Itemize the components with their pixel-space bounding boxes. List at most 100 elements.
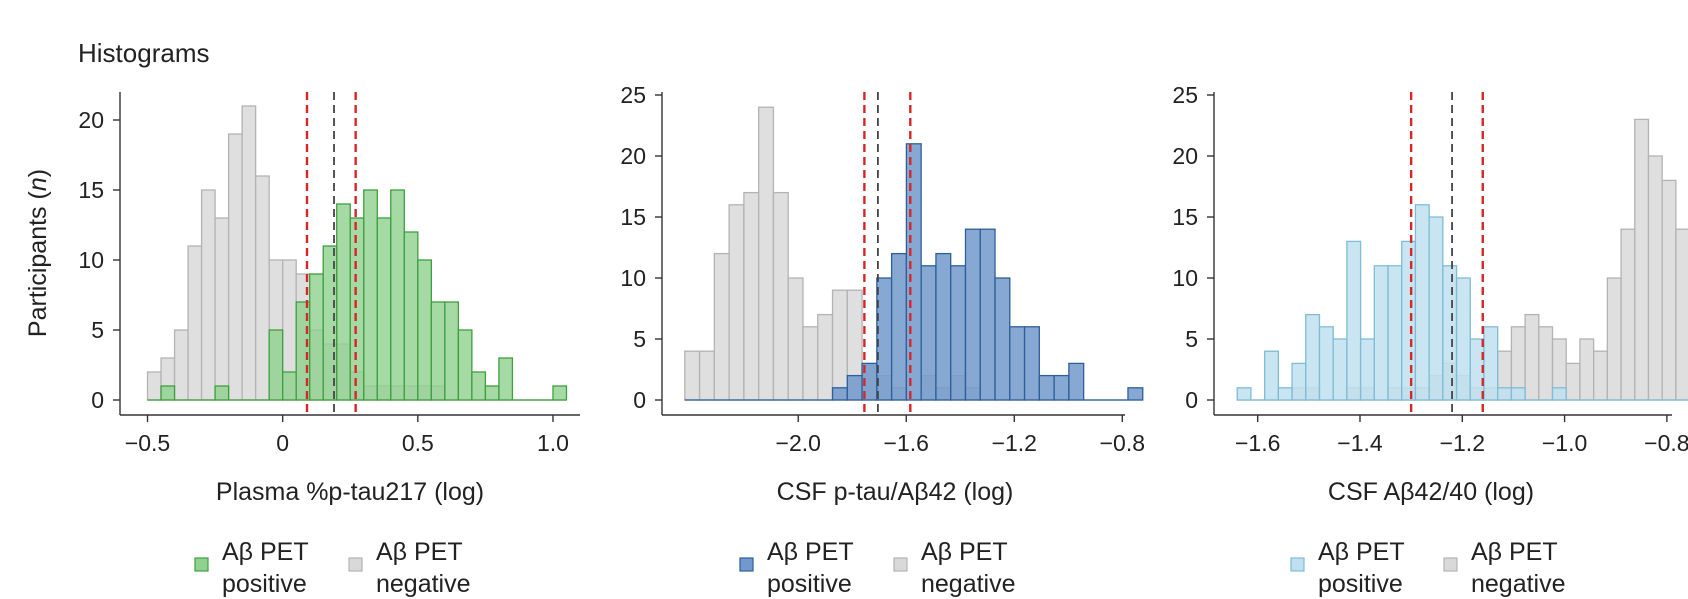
histogram-bar bbox=[282, 371, 297, 401]
legend-swatch-positive bbox=[194, 557, 209, 572]
histogram-bar bbox=[363, 189, 378, 401]
legend-label-negative-line1: Aβ PET bbox=[376, 538, 463, 566]
histogram-bar bbox=[1606, 277, 1622, 401]
histogram-bar bbox=[1510, 387, 1526, 401]
histogram-bar bbox=[254, 175, 270, 401]
series-positive bbox=[684, 143, 1144, 401]
histogram-bar bbox=[376, 217, 392, 401]
histogram-bar bbox=[227, 133, 243, 401]
histogram-bar bbox=[187, 245, 203, 401]
y-axis-label-suffix: ) bbox=[24, 169, 52, 177]
histogram-bar bbox=[698, 350, 715, 401]
y-tick-label: 5 bbox=[1185, 326, 1198, 352]
histogram-bar bbox=[728, 204, 745, 401]
histogram-bar bbox=[1291, 362, 1307, 401]
histogram-bar bbox=[979, 228, 996, 401]
x-tick-label: 0.5 bbox=[402, 430, 434, 456]
histogram-bar bbox=[1127, 387, 1144, 401]
histogram-bar bbox=[1264, 350, 1280, 401]
histogram-bar bbox=[322, 245, 338, 401]
y-tick-label: 5 bbox=[633, 326, 646, 352]
x-tick-label: −1.6 bbox=[884, 430, 929, 456]
bars bbox=[684, 106, 1144, 401]
legend-swatch-negative bbox=[348, 557, 363, 572]
histogram-bar bbox=[417, 259, 432, 401]
histogram-bar bbox=[1442, 265, 1458, 401]
histogram-bar bbox=[787, 277, 804, 401]
histogram-bar bbox=[403, 231, 419, 401]
histogram-bar bbox=[743, 191, 760, 401]
histogram-bar bbox=[430, 301, 446, 401]
legend: Aβ PET positive Aβ PET negative bbox=[194, 538, 471, 598]
histogram-bar bbox=[1497, 387, 1513, 401]
legend-label-negative-line1: Aβ PET bbox=[921, 538, 1008, 566]
histogram-bar bbox=[772, 191, 789, 401]
y-tick-label: 15 bbox=[78, 177, 104, 203]
legend-swatch-negative bbox=[893, 557, 908, 572]
bars bbox=[146, 105, 568, 401]
legend-label-positive-line2: positive bbox=[222, 570, 307, 598]
histogram-bar bbox=[336, 203, 351, 401]
y-axis-label: Participants (n) bbox=[24, 169, 52, 337]
legend-label-positive-line1: Aβ PET bbox=[767, 538, 854, 566]
y-tick-label: 25 bbox=[1172, 82, 1198, 108]
y-axis-label-n: n bbox=[24, 177, 52, 191]
histogram-bar bbox=[309, 273, 324, 401]
histogram-bar bbox=[552, 385, 568, 401]
x-tick-label: −1.2 bbox=[1440, 430, 1485, 456]
histogram-bar bbox=[1455, 277, 1471, 401]
x-axis-label: CSF Aβ42/40 (log) bbox=[1328, 478, 1534, 506]
histogram-bar bbox=[890, 252, 908, 401]
bars bbox=[1236, 118, 1688, 401]
histogram-bar bbox=[268, 329, 284, 401]
histogram-bar bbox=[1524, 313, 1540, 401]
x-tick-label: −1.0 bbox=[1542, 430, 1587, 456]
histogram-bar bbox=[214, 217, 230, 401]
legend-label-negative-line1: Aβ PET bbox=[1471, 538, 1558, 566]
x-tick-label: −0.8 bbox=[1644, 430, 1688, 456]
y-tick-label: 10 bbox=[1172, 265, 1198, 291]
histogram-bar bbox=[390, 189, 405, 401]
histogram-bar bbox=[1277, 387, 1293, 401]
x-tick-label: −2.0 bbox=[776, 430, 821, 456]
y-tick-label: 10 bbox=[620, 265, 646, 291]
histogram-bar bbox=[1023, 326, 1040, 401]
histogram-bar bbox=[1634, 118, 1650, 401]
x-axis-label: Plasma %p-tau217 (log) bbox=[216, 478, 484, 506]
histogram-bar bbox=[1346, 240, 1362, 401]
histogram-bar bbox=[200, 189, 216, 401]
histogram-bar bbox=[802, 326, 819, 401]
histogram-bar bbox=[1038, 374, 1055, 401]
histogram-bar bbox=[1318, 326, 1334, 401]
legend-label-positive-line1: Aβ PET bbox=[222, 538, 309, 566]
histogram-bar bbox=[484, 385, 500, 401]
histogram-bar bbox=[1661, 179, 1677, 401]
y-tick-label: 0 bbox=[1185, 387, 1198, 413]
histogram-bar bbox=[964, 228, 981, 401]
histogram-bar bbox=[713, 252, 730, 401]
x-tick-label: −1.4 bbox=[1337, 430, 1383, 456]
histogram-bar bbox=[349, 217, 365, 401]
histogram-bar bbox=[146, 371, 162, 401]
y-tick-label: 20 bbox=[78, 107, 104, 133]
legend: Aβ PET positive Aβ PET negative bbox=[1290, 538, 1566, 598]
y-tick-label: 20 bbox=[620, 143, 646, 169]
histogram-bar bbox=[1579, 338, 1595, 401]
legend-swatch-positive bbox=[1290, 557, 1305, 572]
legend-label-negative-line2: negative bbox=[921, 570, 1016, 598]
histogram-bar bbox=[1647, 155, 1663, 401]
histogram-bar bbox=[817, 313, 834, 401]
histogram-bar bbox=[471, 371, 487, 401]
series-negative bbox=[146, 105, 567, 401]
panel-csf-abeta42-40: CSF Aβ42/40 (log) Aβ PET positive Aβ PET… bbox=[1172, 82, 1688, 598]
legend-label-positive-line2: positive bbox=[767, 570, 852, 598]
y-axis-label-prefix: Participants ( bbox=[24, 191, 52, 338]
histogram-bar bbox=[846, 374, 863, 401]
histogram-bar bbox=[1053, 374, 1070, 401]
panel-csf-ptau-abeta42: CSF p-tau/Aβ42 (log) Aβ PET positive Aβ … bbox=[620, 82, 1145, 598]
histogram-bar bbox=[1428, 216, 1444, 401]
histogram-bar bbox=[498, 357, 514, 401]
histogram-bar bbox=[950, 265, 967, 401]
y-tick-label: 5 bbox=[91, 317, 104, 343]
